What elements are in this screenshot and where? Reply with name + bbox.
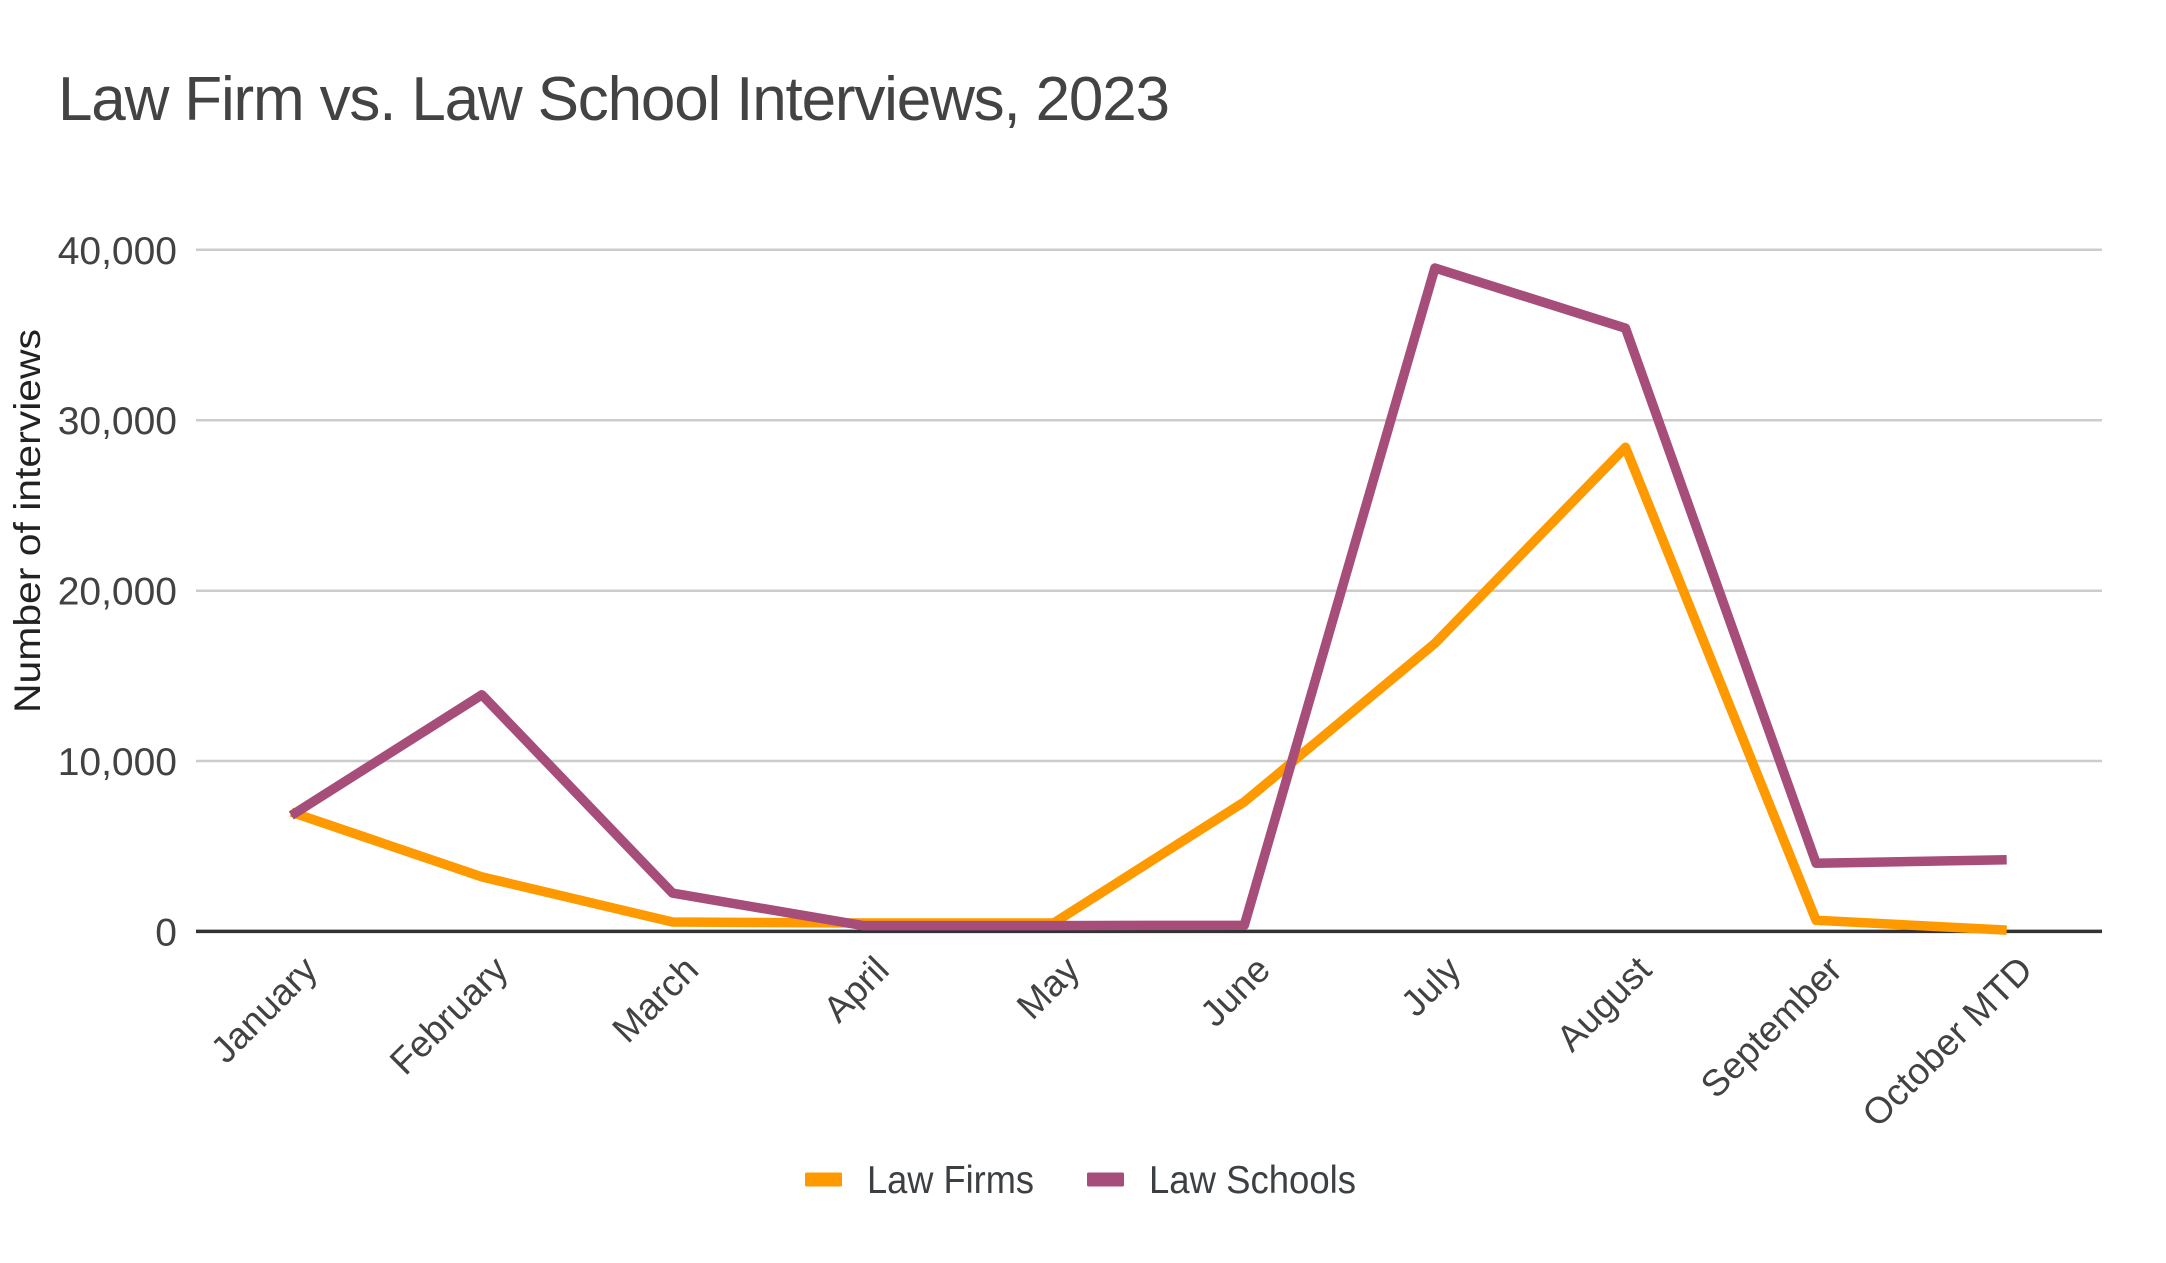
svg-text:Law Firms: Law Firms: [867, 1159, 1034, 1202]
svg-text:February: February: [382, 948, 516, 1082]
svg-text:January: January: [203, 948, 325, 1070]
svg-text:30,000: 30,000: [58, 400, 177, 443]
svg-text:May: May: [1009, 948, 1088, 1027]
svg-text:0: 0: [155, 911, 177, 954]
svg-text:October MTD: October MTD: [1854, 949, 2040, 1135]
svg-text:Law Schools: Law Schools: [1149, 1159, 1356, 1202]
svg-text:July: July: [1393, 948, 1469, 1024]
svg-text:August: August: [1549, 948, 1660, 1059]
svg-text:20,000: 20,000: [58, 571, 177, 614]
svg-text:March: March: [604, 949, 706, 1051]
svg-text:10,000: 10,000: [58, 741, 177, 784]
svg-text:Number of interviews: Number of interviews: [7, 329, 48, 713]
svg-text:September: September: [1693, 949, 1850, 1106]
svg-text:April: April: [815, 949, 896, 1030]
svg-text:June: June: [1192, 949, 1278, 1035]
svg-text:Law Firm vs. Law School Interv: Law Firm vs. Law School Interviews, 2023: [58, 65, 1170, 134]
svg-text:40,000: 40,000: [58, 230, 177, 273]
